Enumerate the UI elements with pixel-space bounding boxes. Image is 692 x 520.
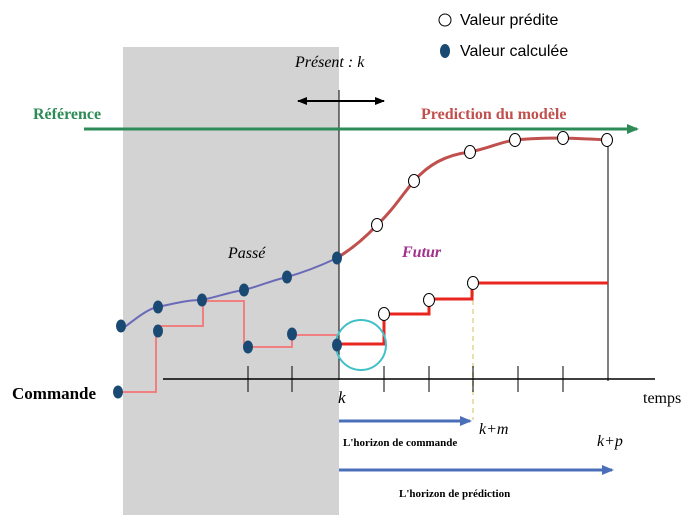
past-command-steps	[118, 300, 338, 393]
computed-point	[116, 319, 126, 333]
time-label: temps	[643, 390, 681, 407]
computed-point	[113, 385, 123, 399]
predicted-point	[464, 145, 476, 159]
present-label: Présent : k	[294, 54, 365, 71]
k-plus-m-label: k+m	[479, 421, 508, 438]
legend-predicted-label: Valeur prédite	[460, 12, 559, 29]
predicted-point	[557, 131, 569, 145]
past-label: Passé	[227, 245, 266, 262]
predicted-point	[467, 276, 479, 290]
predicted-point	[509, 133, 521, 147]
computed-point	[243, 340, 253, 354]
computed-point	[282, 270, 292, 284]
future-label: Futur	[401, 244, 442, 261]
predicted-point	[601, 133, 613, 147]
computed-point	[332, 251, 342, 265]
legend-filled-circle-icon	[440, 44, 450, 58]
prediction-horizon-label: L'horizon de prédiction	[399, 488, 510, 500]
predicted-point	[371, 218, 383, 232]
computed-point	[197, 293, 207, 307]
control-horizon-label: L'horizon de commande	[343, 437, 457, 449]
computed-point	[332, 338, 342, 352]
model-prediction-label: Prediction du modèle	[421, 106, 566, 123]
predicted-point	[378, 307, 390, 321]
legend-computed-label: Valeur calculée	[460, 43, 568, 60]
computed-point	[287, 327, 297, 341]
time-axis-ticks	[247, 366, 564, 392]
computed-point	[239, 283, 249, 297]
reference-label: Référence	[33, 106, 101, 123]
k-plus-p-label: k+p	[597, 433, 623, 450]
k-label: k	[338, 388, 346, 407]
past-region	[123, 47, 339, 515]
predicted-point	[408, 174, 420, 188]
command-label: Commande	[12, 384, 97, 403]
computed-point	[153, 300, 163, 314]
predicted-points	[371, 131, 613, 321]
legend-open-circle-icon	[438, 13, 452, 27]
computed-point	[153, 324, 163, 338]
predicted-point	[423, 293, 435, 307]
computed-points	[113, 251, 342, 399]
